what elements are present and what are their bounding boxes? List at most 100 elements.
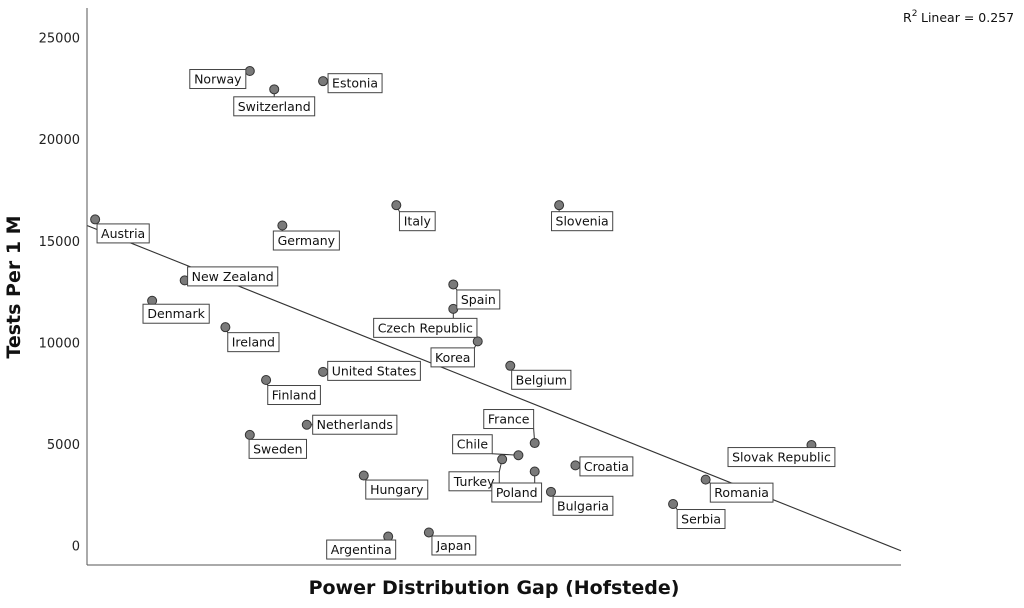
point-label-france: France: [483, 409, 535, 430]
point-label-box: [491, 482, 543, 503]
point-label-slovak-republic: Slovak Republic: [727, 447, 836, 468]
point-label-text: Spain: [461, 292, 496, 307]
data-point-united-states: [318, 366, 329, 377]
point-label-text: Finland: [272, 388, 317, 403]
y-tick-label: 25000: [39, 31, 80, 46]
point-label-text: Hungary: [370, 482, 424, 497]
point-label-box: [431, 535, 477, 556]
point-label-slovenia: Slovenia: [551, 211, 614, 232]
point-label-hungary: Hungary: [365, 479, 429, 500]
data-point-estonia: [318, 76, 329, 87]
data-point-norway: [244, 66, 255, 77]
point-label-croatia: Croatia: [579, 456, 634, 477]
point-label-text: Sweden: [253, 441, 302, 456]
data-point-netherlands: [301, 419, 312, 430]
data-point-italy: [391, 200, 402, 211]
point-label-czech-republic: Czech Republic: [373, 317, 478, 338]
point-label-box: [189, 69, 247, 90]
point-label-text: Argentina: [331, 542, 392, 557]
point-label-box: [552, 495, 614, 516]
point-label-box: [511, 369, 572, 390]
y-tick-label: 15000: [39, 235, 80, 250]
point-label-turkey: Turkey: [448, 471, 500, 492]
data-point-japan: [423, 527, 434, 538]
point-label-text: Czech Republic: [378, 320, 473, 335]
data-point-belgium: [505, 360, 516, 371]
point-label-box: [727, 447, 836, 468]
data-point-france: [529, 438, 540, 449]
point-label-box: [452, 434, 493, 455]
point-label-denmark: Denmark: [142, 303, 210, 324]
point-label-box: [272, 230, 340, 251]
point-label-text: Italy: [404, 214, 432, 229]
point-label-text: Norway: [194, 72, 242, 87]
point-label-switzerland: Switzerland: [233, 96, 316, 117]
data-point-austria: [90, 214, 101, 225]
y-tick-label: 20000: [39, 133, 80, 148]
point-label-text: Chile: [457, 437, 489, 452]
point-label-box: [187, 266, 279, 287]
r2-prefix: R2: [903, 9, 917, 25]
point-label-box: [709, 482, 774, 503]
point-label-box: [233, 96, 316, 117]
r2-label: Linear = 0.257: [921, 10, 1014, 25]
point-label-text: Denmark: [147, 306, 205, 321]
point-label-romania: Romania: [709, 482, 774, 503]
point-label-box: [365, 479, 429, 500]
point-label-box: [676, 509, 726, 530]
point-label-text: Ireland: [232, 335, 275, 350]
y-tick-label: 10000: [39, 336, 80, 351]
point-label-box: [96, 223, 150, 244]
data-point-poland: [529, 466, 540, 477]
data-point-slovenia: [554, 200, 565, 211]
point-label-estonia: Estonia: [327, 73, 383, 94]
point-label-text: Poland: [496, 485, 538, 500]
point-label-text: Netherlands: [317, 417, 393, 432]
point-label-box: [248, 438, 308, 459]
data-point-bulgaria: [545, 486, 556, 497]
point-label-text: Romania: [714, 485, 769, 500]
point-label-text: Turkey: [453, 474, 495, 489]
point-label-text: Korea: [435, 350, 470, 365]
point-label-box: [267, 385, 321, 406]
y-axis-title: Tests Per 1 M: [3, 215, 25, 358]
point-label-chile: Chile: [452, 434, 493, 455]
point-label-serbia: Serbia: [676, 509, 726, 530]
data-point-serbia: [668, 499, 679, 510]
data-point-spain: [448, 279, 459, 290]
point-label-germany: Germany: [272, 230, 340, 251]
data-point-switzerland: [269, 84, 280, 95]
point-label-bulgaria: Bulgaria: [552, 495, 614, 516]
point-label-text: New Zealand: [192, 269, 274, 284]
point-label-austria: Austria: [96, 223, 150, 244]
point-label-text: Belgium: [516, 372, 567, 387]
point-label-box: [326, 539, 397, 560]
point-label-japan: Japan: [431, 535, 477, 556]
data-point-turkey: [497, 454, 508, 465]
point-label-finland: Finland: [267, 385, 321, 406]
point-label-box: [448, 471, 500, 492]
point-label-box: [398, 211, 436, 232]
point-label-text: France: [488, 412, 530, 427]
point-label-box: [456, 289, 501, 310]
point-label-text: Slovenia: [556, 214, 609, 229]
data-point-ireland: [220, 322, 231, 333]
point-label-italy: Italy: [398, 211, 436, 232]
point-label-box: [579, 456, 634, 477]
point-label-united-states: United States: [327, 360, 421, 381]
point-label-belgium: Belgium: [511, 369, 572, 390]
point-label-argentina: Argentina: [326, 539, 397, 560]
data-point-finland: [261, 375, 272, 386]
point-label-box: [142, 303, 210, 324]
y-tick-label: 0: [72, 540, 80, 555]
point-label-text: Japan: [435, 538, 471, 553]
data-point-germany: [277, 220, 288, 231]
point-label-box: [327, 360, 421, 381]
y-tick-label: 5000: [47, 438, 80, 453]
point-label-sweden: Sweden: [248, 438, 308, 459]
point-label-new-zealand: New Zealand: [187, 266, 279, 287]
point-label-box: [327, 73, 383, 94]
point-label-text: Bulgaria: [557, 498, 609, 513]
point-label-norway: Norway: [189, 69, 247, 90]
